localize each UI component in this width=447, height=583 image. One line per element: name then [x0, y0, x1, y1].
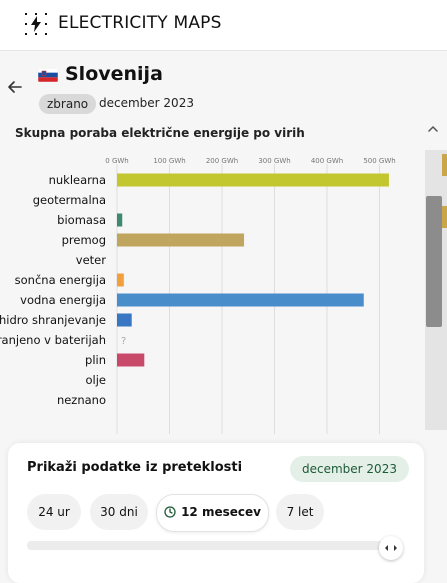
tick-label: 400 GWh — [311, 157, 343, 165]
category-label: nuklearna — [49, 173, 106, 187]
tick-label: 0 GWh — [105, 157, 128, 165]
bar — [117, 293, 364, 307]
tick-label: 500 GWh — [363, 157, 395, 165]
tick-label: 300 GWh — [258, 157, 290, 165]
category-label: sončna energija — [15, 273, 106, 287]
bar — [117, 173, 389, 187]
bar — [117, 273, 124, 287]
category-label: hidro shranjevanje — [0, 313, 106, 327]
bar — [117, 353, 145, 367]
slovenia-flag-icon — [38, 68, 58, 82]
country-name: Slovenija — [65, 63, 163, 85]
range-button-12m[interactable]: 12 mesecev — [156, 494, 269, 532]
chart-title: Skupna poraba električne energije po vir… — [15, 126, 305, 140]
bar — [117, 233, 245, 247]
brand-name[interactable]: ELECTRICITY MAPS — [58, 13, 222, 33]
back-arrow-icon[interactable] — [6, 78, 24, 96]
history-panel-title: Prikaži podatke iz preteklosti — [27, 460, 243, 475]
production-bar-chart: 0 GWh 100 GWh 200 GWh 300 GWh 400 GWh 500 GWh… — [0, 157, 396, 434]
time-slider-track[interactable] — [27, 541, 387, 550]
range-label: 30 dni — [100, 505, 138, 519]
selected-date: december 2023 — [99, 96, 194, 110]
category-label: shranjeno v baterijah — [0, 333, 106, 347]
range-label: 7 let — [286, 505, 314, 519]
side-decoration — [442, 206, 447, 228]
side-decoration — [442, 154, 447, 176]
range-button-7y[interactable]: 7 let — [276, 494, 324, 530]
history-panel: Prikaži podatke iz preteklosti december … — [8, 443, 424, 583]
lightning-logo-icon[interactable] — [24, 12, 48, 36]
category-label: geotermalna — [33, 193, 106, 207]
tick-label: 100 GWh — [153, 157, 185, 165]
category-label: veter — [76, 253, 106, 267]
top-bar: ELECTRICITY MAPS — [0, 0, 447, 51]
unknown-marker: ? — [121, 336, 126, 347]
category-label: plin — [85, 353, 106, 367]
range-label: 24 ur — [38, 505, 70, 519]
bar — [117, 313, 132, 327]
time-slider-handle[interactable] — [379, 536, 403, 560]
category-label: olje — [85, 373, 106, 387]
chevron-up-icon[interactable] — [426, 122, 440, 136]
category-label: vodna energija — [20, 293, 106, 307]
category-label: premog — [62, 233, 106, 247]
category-label: biomasa — [57, 213, 106, 227]
scrollbar-thumb[interactable] — [426, 196, 442, 327]
range-label: 12 mesecev — [181, 505, 261, 519]
range-button-30d[interactable]: 30 dni — [90, 494, 148, 530]
tick-label: 200 GWh — [206, 157, 238, 165]
category-label: neznano — [57, 393, 106, 407]
status-badge: zbrano — [39, 94, 97, 114]
clock-icon — [164, 506, 176, 518]
bar — [117, 213, 123, 227]
range-button-24h[interactable]: 24 ur — [27, 494, 81, 530]
history-date-badge[interactable]: december 2023 — [290, 456, 409, 482]
drag-arrows-icon — [385, 545, 397, 551]
